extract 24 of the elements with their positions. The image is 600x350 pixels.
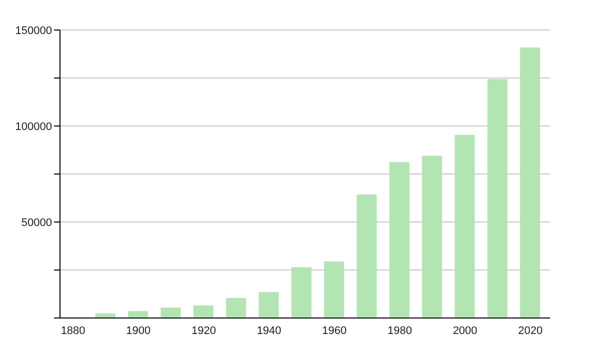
x-tick-label: 1960 — [322, 324, 347, 337]
bar — [193, 305, 214, 318]
x-tick-label: 2000 — [452, 324, 478, 337]
y-tick-label: 100000 — [15, 120, 52, 133]
bar — [422, 156, 442, 318]
x-tick-label: 1880 — [60, 324, 86, 337]
bar — [291, 267, 312, 318]
bar — [160, 307, 181, 318]
x-tick-label: 1940 — [256, 324, 282, 337]
bar — [226, 298, 246, 318]
bar — [454, 134, 475, 318]
bar — [487, 79, 508, 318]
x-tick-label: 2020 — [518, 324, 543, 337]
bar — [258, 292, 279, 318]
bar — [520, 47, 540, 318]
y-tick-label: 150000 — [15, 24, 52, 37]
x-tick-label: 1920 — [191, 324, 216, 337]
bar — [356, 194, 377, 318]
bar — [389, 162, 410, 318]
y-tick-label: 50000 — [21, 216, 52, 229]
x-tick-label: 1900 — [126, 324, 151, 337]
x-tick-label: 1980 — [387, 324, 412, 337]
bar — [128, 311, 148, 318]
bar — [324, 262, 344, 318]
